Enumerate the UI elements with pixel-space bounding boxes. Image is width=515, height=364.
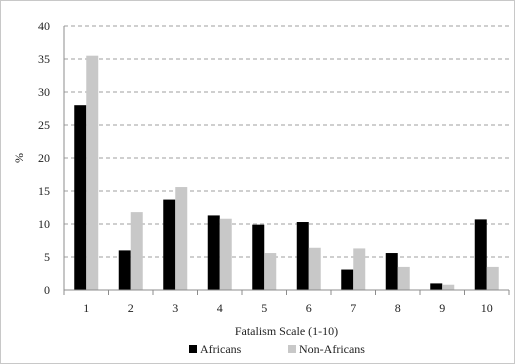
x-axis-title: Fatalism Scale (1-10) <box>235 324 338 338</box>
legend-swatch <box>288 345 296 353</box>
y-tick-label: 10 <box>38 217 50 231</box>
x-tick-label: 6 <box>306 301 312 315</box>
bar-africans-6 <box>296 222 309 290</box>
bar-africans-8 <box>385 253 398 290</box>
y-tick-label: 15 <box>38 184 50 198</box>
y-tick-label: 5 <box>44 250 50 264</box>
bar-africans-10 <box>474 219 487 290</box>
bar-africans-5 <box>252 224 265 290</box>
bar-non-africans-1 <box>86 55 99 291</box>
bar-africans-4 <box>207 215 220 290</box>
bar-africans-2 <box>118 250 131 290</box>
x-tick-label: 5 <box>261 301 267 315</box>
y-axis-title: % <box>12 153 26 163</box>
bar-non-africans-7 <box>353 248 366 290</box>
y-tick-label: 35 <box>38 52 50 66</box>
bars <box>74 55 499 291</box>
y-tick-label: 20 <box>38 151 50 165</box>
x-tick-label: 10 <box>481 301 493 315</box>
x-tick-label: 2 <box>128 301 134 315</box>
axes: 0 5 10 15 20 25 30 35 40 1 2 3 4 5 6 7 8 9 10 <box>38 19 510 315</box>
y-tick-label: 30 <box>38 85 50 99</box>
legend-label: Africans <box>200 342 242 356</box>
legend-swatch <box>189 345 197 353</box>
x-tick-label: 1 <box>83 301 89 315</box>
bar-africans-9 <box>430 283 443 290</box>
x-tick-label: 3 <box>172 301 178 315</box>
y-tick-label: 25 <box>38 118 50 132</box>
y-tick-label: 40 <box>38 19 50 33</box>
bar-non-africans-3 <box>175 187 188 290</box>
x-tick-label: 7 <box>350 301 356 315</box>
x-tick-label: 4 <box>217 301 223 315</box>
bar-non-africans-6 <box>308 247 321 290</box>
y-tick-label: 0 <box>44 283 50 297</box>
legend-label: Non-Africans <box>299 342 365 356</box>
bar-non-africans-9 <box>442 284 455 290</box>
legend: Africans Non-Africans <box>189 342 365 356</box>
bar-africans-7 <box>341 269 354 290</box>
bar-africans-3 <box>163 199 176 290</box>
bar-non-africans-4 <box>219 218 232 290</box>
bar-non-africans-2 <box>130 212 143 290</box>
bar-non-africans-10 <box>486 266 499 290</box>
bar-africans-1 <box>74 105 87 290</box>
bar-non-africans-8 <box>397 266 410 290</box>
x-tick-label: 8 <box>395 301 401 315</box>
x-tick-label: 9 <box>439 301 445 315</box>
bar-non-africans-5 <box>264 253 277 290</box>
